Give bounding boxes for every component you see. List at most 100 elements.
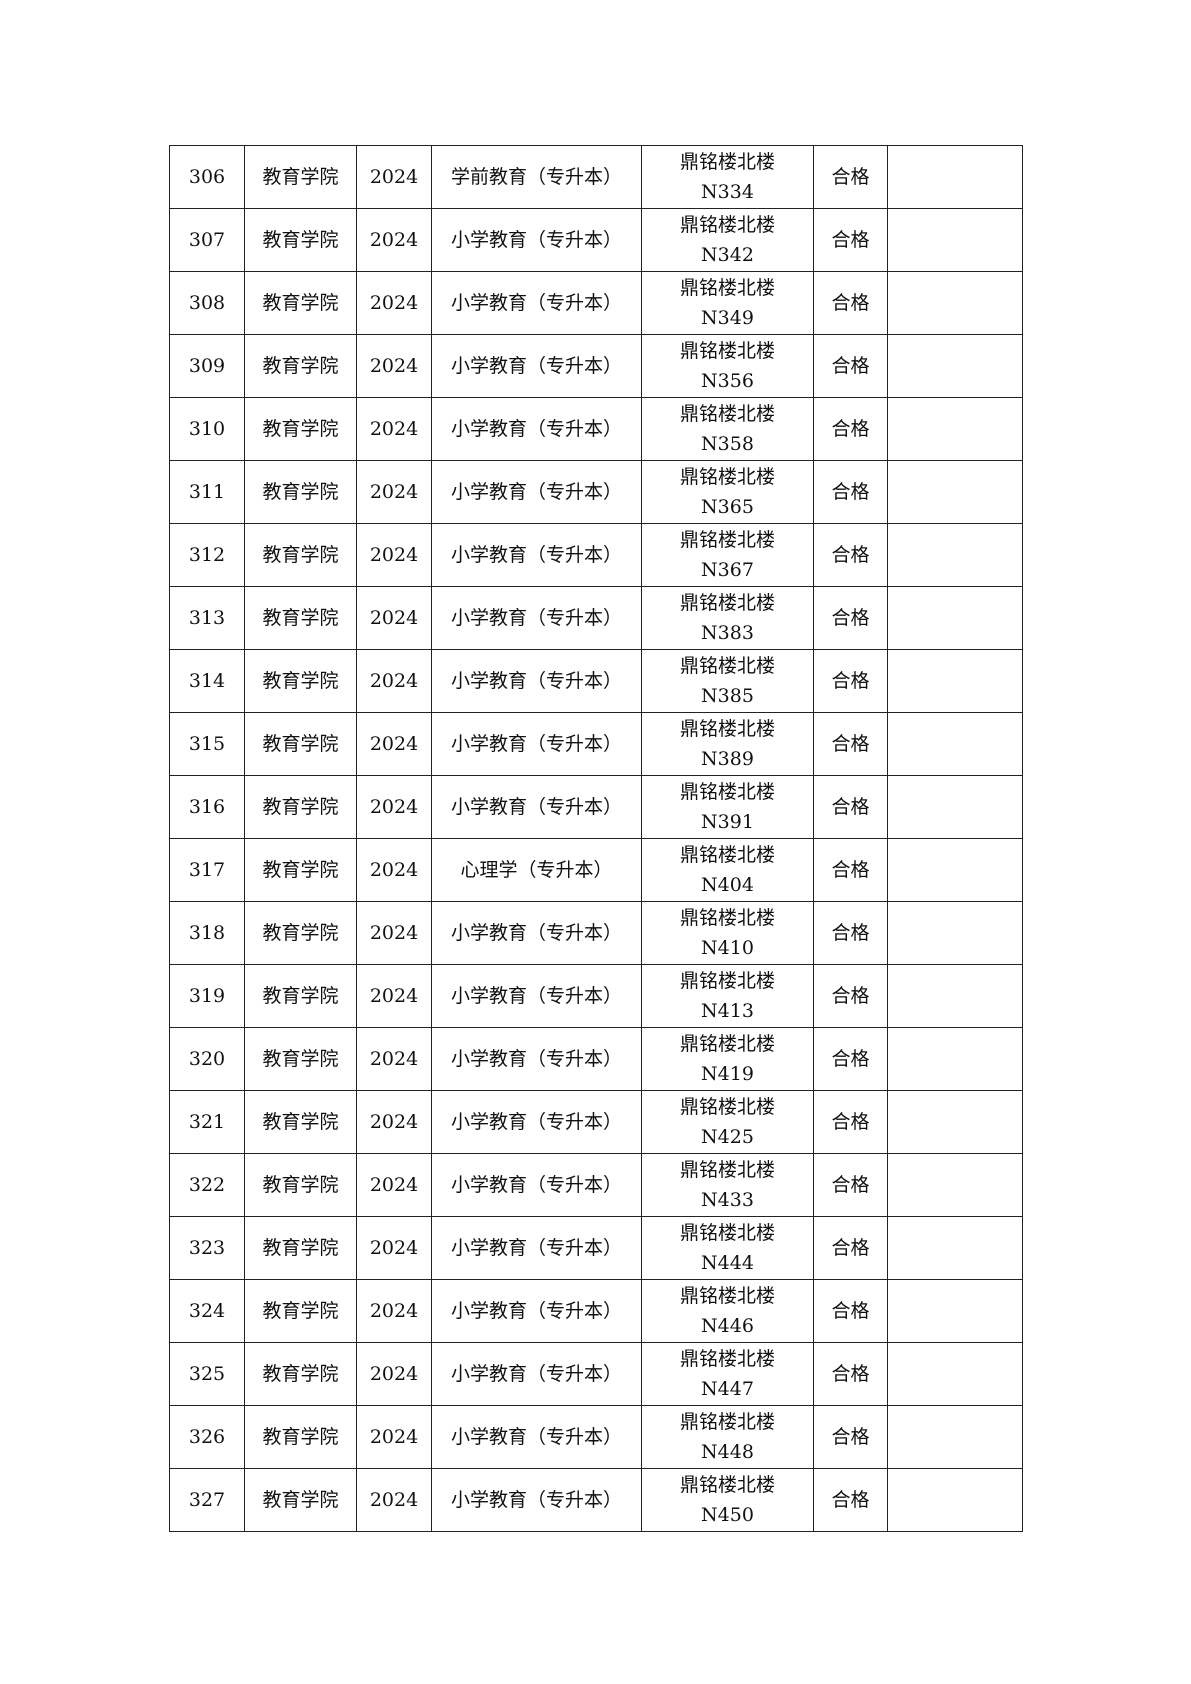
year-cell: 2024	[356, 397, 432, 461]
note-cell	[887, 1153, 1023, 1217]
major-cell: 小学教育（专升本）	[431, 1216, 642, 1280]
note-cell	[887, 586, 1023, 650]
result-cell: 合格	[813, 523, 888, 587]
note-cell	[887, 1468, 1023, 1532]
location-cell: 鼎铭楼北楼 N425	[641, 1090, 814, 1154]
result-cell: 合格	[813, 649, 888, 713]
room-number: N391	[701, 811, 754, 833]
building-name: 鼎铭楼北楼	[679, 1033, 775, 1055]
location-cell: 鼎铭楼北楼 N365	[641, 460, 814, 524]
result-cell: 合格	[813, 1090, 888, 1154]
building-name: 鼎铭楼北楼	[679, 970, 775, 992]
room-number: N413	[701, 1000, 754, 1022]
row-number: 320	[169, 1027, 245, 1091]
major-cell: 小学教育（专升本）	[431, 271, 642, 335]
building-name: 鼎铭楼北楼	[679, 592, 775, 614]
result-cell: 合格	[813, 1153, 888, 1217]
note-cell	[887, 775, 1023, 839]
result-cell: 合格	[813, 964, 888, 1028]
note-cell	[887, 1216, 1023, 1280]
row-number: 310	[169, 397, 245, 461]
building-name: 鼎铭楼北楼	[679, 466, 775, 488]
note-cell	[887, 1027, 1023, 1091]
row-number: 311	[169, 460, 245, 524]
building-name: 鼎铭楼北楼	[679, 277, 775, 299]
location-cell: 鼎铭楼北楼 N358	[641, 397, 814, 461]
row-number: 322	[169, 1153, 245, 1217]
room-number: N425	[701, 1126, 754, 1148]
major-cell: 小学教育（专升本）	[431, 649, 642, 713]
building-name: 鼎铭楼北楼	[679, 1096, 775, 1118]
table-row: 313 教育学院 2024 小学教育（专升本） 鼎铭楼北楼 N383 合格	[169, 586, 1023, 650]
note-cell	[887, 145, 1023, 209]
location-cell: 鼎铭楼北楼 N448	[641, 1405, 814, 1469]
room-number: N433	[701, 1189, 754, 1211]
table-row: 315 教育学院 2024 小学教育（专升本） 鼎铭楼北楼 N389 合格	[169, 712, 1023, 776]
note-cell	[887, 460, 1023, 524]
year-cell: 2024	[356, 208, 432, 272]
college-cell: 教育学院	[244, 1279, 357, 1343]
college-cell: 教育学院	[244, 460, 357, 524]
table-row: 320 教育学院 2024 小学教育（专升本） 鼎铭楼北楼 N419 合格	[169, 1027, 1023, 1091]
location-cell: 鼎铭楼北楼 N433	[641, 1153, 814, 1217]
results-table: 306 教育学院 2024 学前教育（专升本） 鼎铭楼北楼 N334 合格 307 教育学院 20…	[169, 145, 1023, 1532]
year-cell: 2024	[356, 838, 432, 902]
year-cell: 2024	[356, 271, 432, 335]
note-cell	[887, 1342, 1023, 1406]
row-number: 306	[169, 145, 245, 209]
room-number: N342	[701, 244, 754, 266]
result-cell: 合格	[813, 1216, 888, 1280]
result-cell: 合格	[813, 775, 888, 839]
building-name: 鼎铭楼北楼	[679, 340, 775, 362]
building-name: 鼎铭楼北楼	[679, 1411, 775, 1433]
major-cell: 小学教育（专升本）	[431, 1090, 642, 1154]
note-cell	[887, 523, 1023, 587]
result-cell: 合格	[813, 1405, 888, 1469]
room-number: N389	[701, 748, 754, 770]
year-cell: 2024	[356, 586, 432, 650]
note-cell	[887, 1405, 1023, 1469]
year-cell: 2024	[356, 964, 432, 1028]
year-cell: 2024	[356, 1468, 432, 1532]
location-cell: 鼎铭楼北楼 N444	[641, 1216, 814, 1280]
location-cell: 鼎铭楼北楼 N447	[641, 1342, 814, 1406]
building-name: 鼎铭楼北楼	[679, 1348, 775, 1370]
college-cell: 教育学院	[244, 775, 357, 839]
college-cell: 教育学院	[244, 208, 357, 272]
table-row: 318 教育学院 2024 小学教育（专升本） 鼎铭楼北楼 N410 合格	[169, 901, 1023, 965]
location-cell: 鼎铭楼北楼 N385	[641, 649, 814, 713]
college-cell: 教育学院	[244, 1090, 357, 1154]
major-cell: 小学教育（专升本）	[431, 1279, 642, 1343]
building-name: 鼎铭楼北楼	[679, 781, 775, 803]
row-number: 315	[169, 712, 245, 776]
major-cell: 小学教育（专升本）	[431, 712, 642, 776]
location-cell: 鼎铭楼北楼 N356	[641, 334, 814, 398]
table-row: 306 教育学院 2024 学前教育（专升本） 鼎铭楼北楼 N334 合格	[169, 145, 1023, 209]
college-cell: 教育学院	[244, 145, 357, 209]
location-cell: 鼎铭楼北楼 N383	[641, 586, 814, 650]
building-name: 鼎铭楼北楼	[679, 907, 775, 929]
table-row: 308 教育学院 2024 小学教育（专升本） 鼎铭楼北楼 N349 合格	[169, 271, 1023, 335]
result-cell: 合格	[813, 460, 888, 524]
location-cell: 鼎铭楼北楼 N446	[641, 1279, 814, 1343]
result-cell: 合格	[813, 208, 888, 272]
room-number: N365	[701, 496, 754, 518]
year-cell: 2024	[356, 1027, 432, 1091]
note-cell	[887, 964, 1023, 1028]
table-row: 309 教育学院 2024 小学教育（专升本） 鼎铭楼北楼 N356 合格	[169, 334, 1023, 398]
result-cell: 合格	[813, 271, 888, 335]
year-cell: 2024	[356, 145, 432, 209]
row-number: 309	[169, 334, 245, 398]
row-number: 316	[169, 775, 245, 839]
major-cell: 小学教育（专升本）	[431, 775, 642, 839]
table-row: 321 教育学院 2024 小学教育（专升本） 鼎铭楼北楼 N425 合格	[169, 1090, 1023, 1154]
result-cell: 合格	[813, 712, 888, 776]
table-row: 322 教育学院 2024 小学教育（专升本） 鼎铭楼北楼 N433 合格	[169, 1153, 1023, 1217]
college-cell: 教育学院	[244, 901, 357, 965]
college-cell: 教育学院	[244, 1405, 357, 1469]
year-cell: 2024	[356, 1090, 432, 1154]
location-cell: 鼎铭楼北楼 N334	[641, 145, 814, 209]
row-number: 326	[169, 1405, 245, 1469]
row-number: 317	[169, 838, 245, 902]
result-cell: 合格	[813, 1342, 888, 1406]
